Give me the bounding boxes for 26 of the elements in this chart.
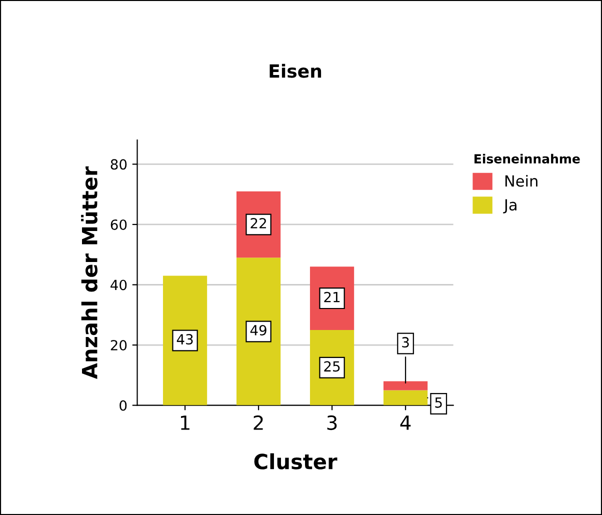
bar xyxy=(162,276,208,406)
data-label: 3 xyxy=(402,337,409,348)
legend-label: Ja xyxy=(503,199,516,214)
data-label: 21 xyxy=(324,292,340,302)
x-tick-label: 1 xyxy=(180,416,190,430)
data-label: 5 xyxy=(435,398,442,408)
y-tick-label: 20 xyxy=(110,340,127,350)
chart-title: Eisen xyxy=(270,64,322,78)
x-tick-label: 4 xyxy=(400,416,411,430)
bar xyxy=(236,258,281,406)
x-axis-title: Cluster xyxy=(254,453,338,470)
legend-label: Nein xyxy=(505,174,538,187)
y-tick-label: 40 xyxy=(110,280,127,290)
data-label: 43 xyxy=(176,334,193,345)
legend-title: Eiseneinnahme xyxy=(474,154,580,164)
x-tick-label: 3 xyxy=(327,415,337,430)
data-label: 49 xyxy=(250,324,266,336)
y-tick-label: 0 xyxy=(120,400,127,411)
data-label: 22 xyxy=(250,218,266,228)
bar xyxy=(383,381,428,390)
x-tick-label: 2 xyxy=(254,415,263,430)
y-axis-title: Anzahl der Mütter xyxy=(81,166,98,379)
bar xyxy=(383,390,428,406)
y-tick-label: 60 xyxy=(110,219,127,230)
y-tick-label: 80 xyxy=(110,159,127,170)
data-label: 25 xyxy=(324,361,340,372)
